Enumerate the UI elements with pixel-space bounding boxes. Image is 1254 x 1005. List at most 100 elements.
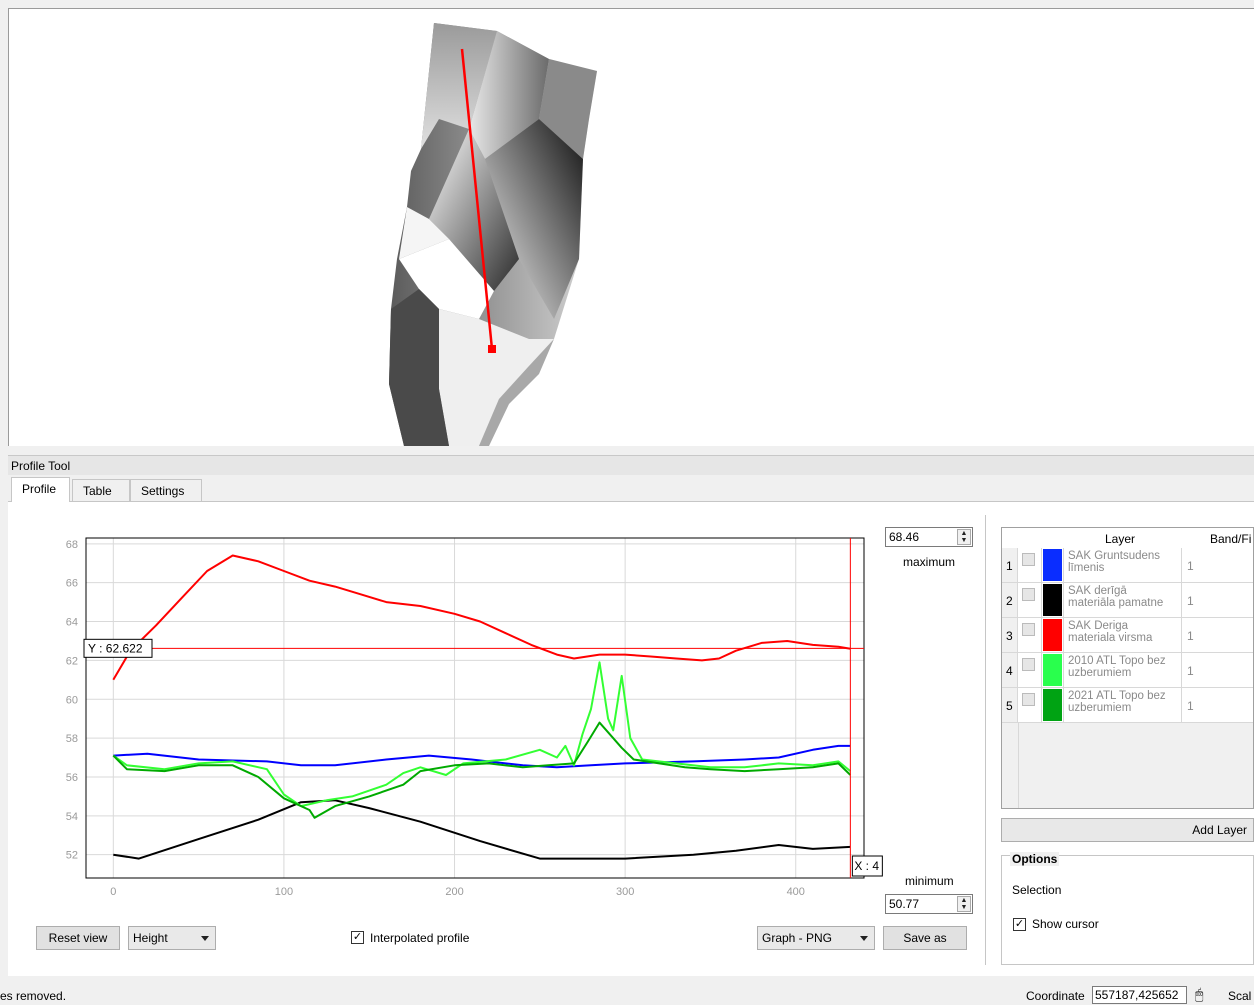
reset-view-button[interactable]: Reset view bbox=[36, 926, 120, 950]
layer-name: SAK Gruntsudens līmenis bbox=[1064, 548, 1182, 582]
row-number: 4 bbox=[1002, 653, 1018, 687]
layer-band: 1 bbox=[1187, 699, 1194, 713]
x-tick-label: 300 bbox=[616, 886, 634, 898]
save-as-button[interactable]: Save as bbox=[883, 926, 967, 950]
raster-layer bbox=[389, 23, 597, 446]
status-message: es removed. bbox=[0, 989, 67, 1003]
interpolated-profile-checkbox[interactable]: ✓ bbox=[351, 931, 364, 944]
cursor-y-box bbox=[83, 638, 153, 658]
layer-color-swatch[interactable] bbox=[1042, 688, 1064, 722]
row-number: 3 bbox=[1002, 618, 1018, 652]
row-number: 5 bbox=[1002, 688, 1018, 722]
layer-color-swatch[interactable] bbox=[1042, 653, 1064, 687]
show-cursor-checkbox[interactable]: ✓ bbox=[1013, 918, 1026, 931]
table-row[interactable]: 4 2010 ATL Topo bez uzberumiem 1 bbox=[1002, 653, 1253, 688]
row-visibility bbox=[1018, 618, 1042, 652]
x-tick-label: 0 bbox=[110, 886, 116, 898]
export-format-value: Graph - PNG bbox=[762, 931, 833, 945]
layer-name: 2021 ATL Topo bez uzberumiem bbox=[1064, 688, 1182, 722]
export-format-select[interactable]: Graph - PNG bbox=[757, 926, 875, 950]
cursor-y-label: Y : 62.622 bbox=[88, 641, 143, 655]
layer-color-swatch[interactable] bbox=[1042, 583, 1064, 617]
cursor-x-box bbox=[851, 855, 883, 877]
y-tick-label: 60 bbox=[66, 694, 78, 706]
chevron-down-icon bbox=[860, 936, 868, 941]
table-row[interactable]: 2 SAK derīgā materiāla pamatne 1 bbox=[1002, 583, 1253, 618]
mouse-pointer-icon[interactable]: 🖱 bbox=[1195, 986, 1204, 1002]
row-visibility bbox=[1018, 548, 1042, 582]
series-line bbox=[113, 799, 851, 860]
minimum-spinbox[interactable]: 50.77 ▲ ▼ bbox=[885, 894, 973, 914]
column-header-band[interactable]: Band/Fi bbox=[1210, 532, 1252, 546]
interpolated-profile-label: Interpolated profile bbox=[370, 931, 470, 945]
layer-color-swatch[interactable] bbox=[1042, 548, 1064, 582]
layer-color-swatch[interactable] bbox=[1042, 618, 1064, 652]
layer-visible-checkbox[interactable] bbox=[1022, 588, 1035, 601]
layer-visible-checkbox[interactable] bbox=[1022, 553, 1035, 566]
minimum-value: 50.77 bbox=[889, 897, 920, 911]
tab-table[interactable]: Table bbox=[72, 479, 130, 501]
maximum-label: maximum bbox=[903, 555, 956, 569]
panel-splitter[interactable] bbox=[985, 515, 989, 965]
mode-select[interactable]: Height bbox=[128, 926, 216, 950]
tab-profile[interactable]: Profile bbox=[11, 477, 70, 502]
y-tick-label: 52 bbox=[66, 850, 78, 862]
series-line bbox=[112, 554, 851, 681]
layer-visible-checkbox[interactable] bbox=[1022, 693, 1035, 706]
layer-name: 2010 ATL Topo bez uzberumiem bbox=[1064, 653, 1182, 687]
add-layer-button[interactable]: Add Layer bbox=[1001, 818, 1254, 842]
chevron-down-icon bbox=[201, 936, 209, 941]
options-group: Options Selection ✓ Show cursor bbox=[1001, 852, 1254, 965]
row-number: 2 bbox=[1002, 583, 1018, 617]
table-row[interactable]: 3 SAK Deriga materiala virsma 1 bbox=[1002, 618, 1253, 653]
row-number: 1 bbox=[1002, 548, 1018, 582]
table-row[interactable]: 1 SAK Gruntsudens līmenis 1 bbox=[1002, 548, 1253, 583]
maximum-value: 68.46 bbox=[889, 530, 920, 544]
series-line bbox=[113, 744, 851, 769]
x-tick-label: 400 bbox=[787, 886, 805, 898]
scale-label: Scal bbox=[1228, 989, 1252, 1003]
profile-tool-title: Profile Tool bbox=[8, 455, 1254, 475]
y-tick-label: 62 bbox=[66, 655, 78, 667]
layer-band: 1 bbox=[1187, 594, 1194, 608]
row-visibility bbox=[1018, 653, 1042, 687]
row-visibility bbox=[1018, 688, 1042, 722]
mode-select-value: Height bbox=[133, 931, 168, 945]
table-row[interactable]: 5 2021 ATL Topo bez uzberumiem 1 bbox=[1002, 688, 1253, 723]
profile-chart[interactable]: 0 100 200 300 400 52 54 56 58 60 62 64 66 68 Y : 62.62… bbox=[40, 530, 940, 910]
column-header-layer[interactable]: Layer bbox=[1105, 532, 1136, 546]
spin-arrows-icon[interactable]: ▲ ▼ bbox=[957, 529, 971, 545]
plot-frame bbox=[85, 537, 865, 879]
minimum-label: minimum bbox=[905, 874, 954, 888]
row-visibility bbox=[1018, 583, 1042, 617]
cursor-x-label: X : 4 bbox=[854, 859, 879, 873]
y-tick-label: 54 bbox=[66, 811, 78, 823]
selection-label: Selection bbox=[1012, 883, 1062, 897]
y-tick-label: 68 bbox=[66, 539, 78, 551]
show-cursor-label: Show cursor bbox=[1032, 917, 1099, 931]
layer-visible-checkbox[interactable] bbox=[1022, 623, 1035, 636]
table-header: Layer Band/Fi bbox=[1002, 528, 1253, 549]
layer-visible-checkbox[interactable] bbox=[1022, 658, 1035, 671]
series-line bbox=[112, 721, 852, 819]
layer-name: SAK Deriga materiala virsma bbox=[1064, 618, 1182, 652]
layers-table[interactable]: Layer Band/Fi 1 SAK Gruntsudens līmenis 1 2… bbox=[1001, 527, 1254, 809]
y-tick-label: 64 bbox=[66, 617, 78, 629]
layer-name: SAK derīgā materiāla pamatne bbox=[1064, 583, 1182, 617]
maximum-spinbox[interactable]: 68.46 ▲ ▼ bbox=[885, 527, 973, 547]
tab-settings[interactable]: Settings bbox=[130, 479, 202, 501]
layer-band: 1 bbox=[1187, 664, 1194, 678]
series-line bbox=[112, 661, 852, 808]
plot-area bbox=[86, 538, 864, 878]
profile-end-marker bbox=[488, 345, 496, 353]
map-canvas[interactable] bbox=[8, 8, 1254, 446]
spin-arrows-icon[interactable]: ▲ ▼ bbox=[957, 896, 971, 912]
coordinate-field[interactable]: 557187,425652 bbox=[1092, 986, 1187, 1004]
y-tick-label: 66 bbox=[66, 578, 78, 590]
profile-line bbox=[460, 48, 494, 350]
x-tick-label: 200 bbox=[445, 886, 463, 898]
y-tick-label: 58 bbox=[66, 733, 78, 745]
row-header-filler bbox=[1002, 723, 1019, 808]
layer-band: 1 bbox=[1187, 629, 1194, 643]
status-bar: es removed. Coordinate 557187,425652 🖱 S… bbox=[0, 985, 1254, 1005]
